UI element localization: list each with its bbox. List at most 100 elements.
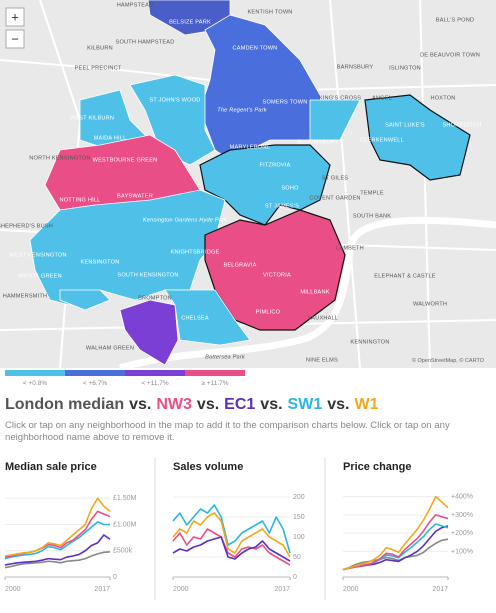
place-label: WALHAM GREEN <box>86 345 134 351</box>
place-label: KENNINGTON <box>350 339 389 345</box>
place-label: ANGEL <box>372 95 392 101</box>
chart-title: Price change <box>343 461 411 473</box>
place-label: The Regent's Park <box>217 107 268 113</box>
place-label: KENTISH TOWN <box>247 9 292 15</box>
chart-title: Sales volume <box>173 461 243 473</box>
series-line <box>4 534 111 566</box>
y-tick-label: 50 <box>293 554 301 561</box>
place-label: BROMPTON <box>138 295 172 301</box>
heading-part: EC1 <box>224 396 256 413</box>
place-label: BROOK GREEN <box>18 273 62 279</box>
place-label: KILBURN <box>87 45 113 51</box>
place-label: Battersea Park <box>205 354 246 360</box>
zoom-in-button[interactable] <box>5 7 25 27</box>
neighborhood[interactable] <box>309 99 361 141</box>
legend-label: ≥ +11.7% <box>201 380 228 387</box>
y-tick-label: +300% <box>451 512 473 519</box>
series-line <box>342 538 449 571</box>
neighborhoods[interactable] <box>29 0 471 366</box>
place-label: SOHO <box>281 185 299 191</box>
series-line <box>172 536 291 562</box>
y-tick-label: 0 <box>293 574 297 581</box>
place-label: SOMERS TOWN <box>263 99 308 105</box>
neighborhood[interactable] <box>164 289 251 346</box>
zoom-in[interactable]: + <box>11 9 19 24</box>
place-label: WEST KENSINGTON <box>9 252 67 258</box>
place-label: NINE ELMS <box>306 357 338 363</box>
zoom-out[interactable]: − <box>11 31 19 46</box>
y-tick-label: 150 <box>293 514 305 521</box>
series-line <box>4 510 111 558</box>
place-label: KENSINGTON <box>81 259 120 265</box>
neighborhood[interactable] <box>129 74 216 166</box>
place-label: NOTTING HILL <box>60 197 101 203</box>
place-label: SAINT LUKE'S <box>385 122 425 128</box>
series-line <box>4 551 111 569</box>
neighborhood[interactable] <box>199 14 326 161</box>
place-label: ISLINGTON <box>389 65 421 71</box>
place-label: WALWORTH <box>413 301 447 307</box>
place-label: HAMMERSMITH <box>3 293 47 299</box>
series-line <box>342 514 449 571</box>
place-label: ST JAMES'S <box>265 203 299 209</box>
place-label: LAMBETH <box>336 245 364 251</box>
place-label: WEST KILBURN <box>70 115 114 121</box>
y-tick-label: +200% <box>451 530 473 537</box>
legend-label: < +11.7% <box>141 380 169 387</box>
series-line <box>4 497 111 557</box>
x-tick-label: 2017 <box>94 586 110 593</box>
place-label: COVENT GARDEN <box>309 195 360 201</box>
series-line <box>172 504 291 554</box>
legend-label: < +0.8% <box>23 380 47 387</box>
river <box>118 216 496 368</box>
x-tick-label: 2000 <box>173 586 189 593</box>
neighborhood[interactable] <box>59 289 111 311</box>
y-tick-label: +400% <box>451 493 473 500</box>
place-label: SOUTH KENSINGTON <box>117 272 178 278</box>
legend-swatch <box>65 370 125 376</box>
y-tick-label: 200 <box>293 494 305 501</box>
zoom-out-button[interactable] <box>5 29 25 49</box>
x-tick-label: 2017 <box>274 586 290 593</box>
series-line <box>172 512 291 558</box>
x-tick-label: 2017 <box>432 586 448 593</box>
legend-swatch <box>5 370 65 376</box>
neighborhood[interactable] <box>119 299 179 366</box>
map[interactable]: HAMPSTEAD BELSIZE PARK KENTISH TOWN BALL'S … <box>0 0 496 368</box>
place-label: BALL'S POND <box>436 17 474 23</box>
legend-swatch <box>185 370 245 376</box>
series-line <box>172 528 291 566</box>
place-label: PIMLICO <box>256 309 281 315</box>
place-label: MAIDA HILL <box>94 135 127 141</box>
place-label: FITZROVIA <box>259 162 290 168</box>
legend: < +0.8% < +6.7% < +11.7% ≥ +11.7% <box>5 370 245 387</box>
place-label: ST JOHN'S WOOD <box>149 97 200 103</box>
place-label: WESTBOURNE GREEN <box>93 157 158 163</box>
place-label: HAMPSTEAD <box>117 2 154 8</box>
place-label: BARNSBURY <box>337 64 374 70</box>
heading-part: vs. <box>129 396 152 413</box>
place-label: SHEPHERD'S BUSH <box>0 223 53 229</box>
series-line <box>4 521 110 560</box>
chart-title: Median sale price <box>5 461 97 473</box>
y-tick-label: £1.00M <box>113 521 137 528</box>
place-label: SHOREDITCH <box>443 122 482 128</box>
legend-label: < +6.7% <box>83 380 107 387</box>
place-label: CAMDEN TOWN <box>233 45 278 51</box>
y-tick-label: £1.50M <box>113 495 137 502</box>
place-label: TEMPLE <box>360 190 384 196</box>
neighborhood[interactable] <box>364 94 471 181</box>
y-tick-label: 0 <box>113 574 117 581</box>
place-label: VICTORIA <box>263 272 291 278</box>
heading-part: W1 <box>354 396 379 413</box>
heading-part: NW3 <box>156 396 192 413</box>
legend-swatch <box>125 370 185 376</box>
heading-part: vs. <box>260 396 283 413</box>
heading: London median vs. NW3 vs. EC1 vs. SW1 vs. W1 <box>5 396 383 414</box>
neighborhood[interactable] <box>29 189 226 306</box>
place-label: KNIGHTSBRIDGE <box>171 249 220 255</box>
heading-part: London median <box>5 396 125 413</box>
place-label: NORTH KENSINGTON <box>29 155 90 161</box>
